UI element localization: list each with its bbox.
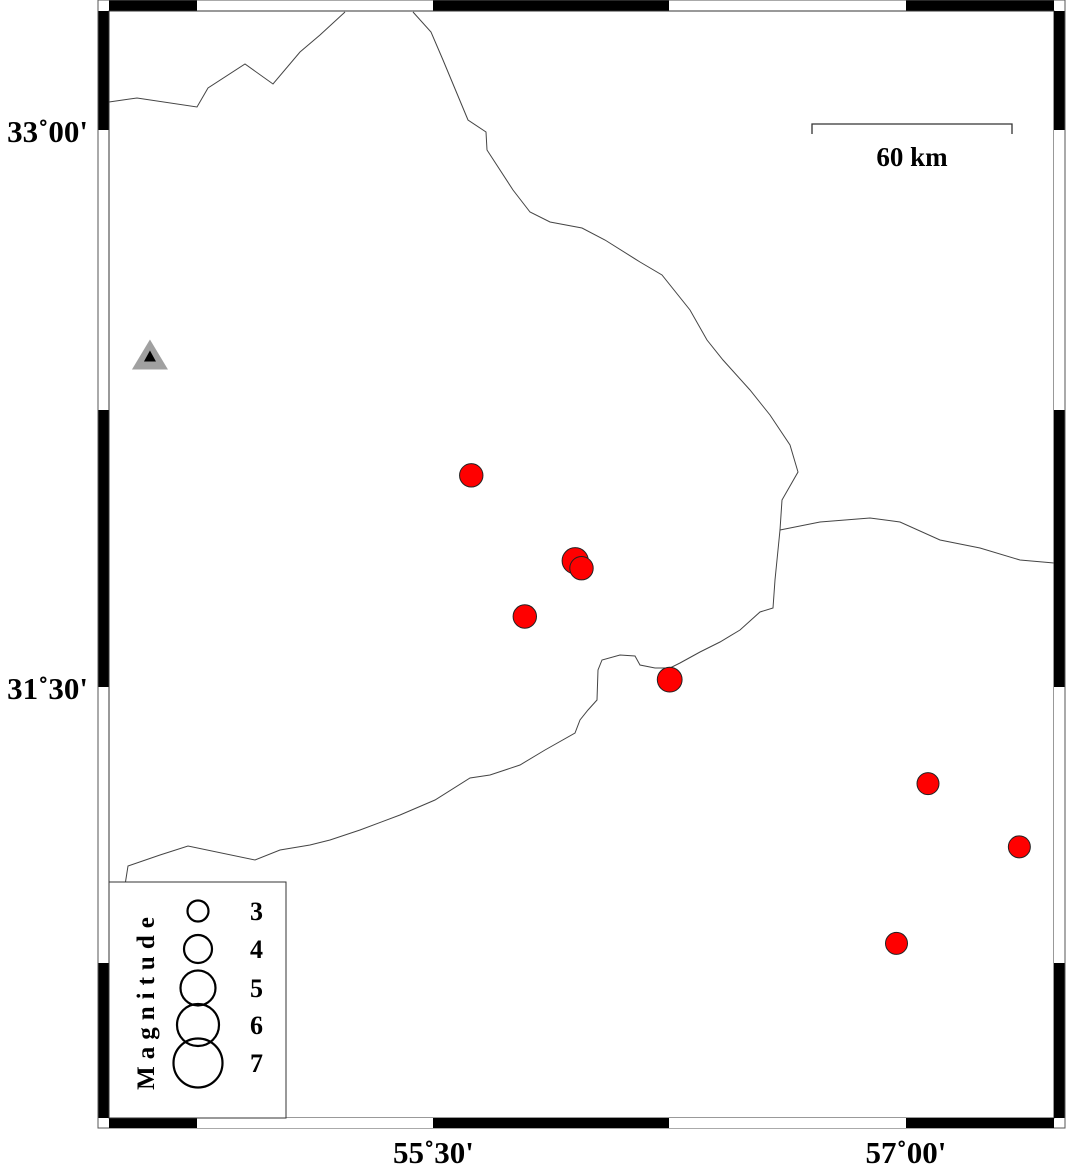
legend-circle-icon [182, 933, 214, 965]
legend-title: Magnitude [133, 910, 160, 1090]
boundary-north-east [124, 11, 799, 886]
frame-segment-top [433, 0, 669, 11]
frame-segment-right [1054, 130, 1065, 410]
boundary-lines [108, 11, 1055, 886]
longitude-label: 57˚00' [865, 1135, 946, 1167]
frame-segment-left [98, 963, 109, 1118]
frame-segment-left [98, 130, 109, 410]
frame-segment-top [109, 0, 197, 11]
frame-segment-bottom [197, 1118, 433, 1128]
frame-segment-bottom [433, 1118, 669, 1128]
earthquake-event-marker [512, 604, 537, 629]
events-layer [459, 463, 1031, 955]
legend-circle-icon [175, 1002, 221, 1048]
earthquake-event-marker [916, 772, 940, 796]
earthquake-event-marker [1007, 835, 1031, 859]
frame-segment-bottom [109, 1118, 197, 1128]
earthquake-event-marker [656, 666, 683, 693]
latitude-label: 31˚30' [7, 671, 88, 706]
longitude-label: 55˚30' [393, 1135, 474, 1167]
frame-segment-top [906, 0, 1054, 11]
earthquake-event-marker [885, 931, 908, 955]
frame-segment-bottom [906, 1118, 1054, 1128]
frame-segment-right [1054, 11, 1065, 130]
legend-circle-icon [179, 969, 217, 1007]
station-layer [131, 339, 168, 370]
latitude-label: 33˚00' [7, 114, 88, 149]
boundary-east [779, 517, 1055, 564]
frame-segment-left [98, 11, 109, 130]
frame-segment-left [98, 410, 109, 687]
legend-label: 7 [250, 1049, 263, 1078]
scale-bar-label: 60 km [876, 142, 948, 172]
axis-labels: 33˚00' 31˚30' 55˚30' 57˚00' [7, 114, 946, 1167]
station-inner-triangle-icon [143, 350, 156, 362]
frame-segment-top [669, 0, 906, 11]
boundary-north-west [108, 11, 346, 108]
frame-segment-top [197, 0, 433, 11]
scale-bar: 60 km [811, 123, 1013, 172]
frame-segment-right [1054, 410, 1065, 687]
earthquake-event-marker [459, 463, 484, 488]
frame-segment-right [1054, 687, 1065, 963]
legend: Magnitude 3 4 5 6 7 [108, 881, 287, 1119]
frame-segment-left [98, 687, 109, 963]
legend-circle-icon [172, 1037, 224, 1089]
legend-label: 3 [250, 897, 263, 926]
legend-label: 4 [250, 935, 263, 964]
frame-segment-right [1054, 963, 1065, 1118]
legend-label: 5 [250, 974, 263, 1003]
frame-segment-bottom [669, 1118, 906, 1128]
legend-label: 6 [250, 1011, 263, 1040]
earthquake-event-marker [569, 556, 594, 581]
legend-circle-icon [186, 899, 210, 923]
